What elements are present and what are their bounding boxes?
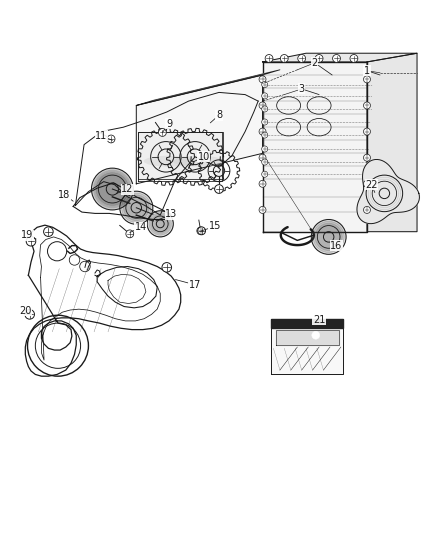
Polygon shape bbox=[262, 62, 367, 232]
Circle shape bbox=[280, 54, 288, 62]
Text: 22: 22 bbox=[365, 180, 378, 192]
Polygon shape bbox=[98, 174, 127, 204]
Circle shape bbox=[261, 146, 268, 152]
Polygon shape bbox=[262, 53, 417, 62]
Text: 9: 9 bbox=[162, 119, 172, 133]
Circle shape bbox=[364, 154, 371, 161]
Text: 19: 19 bbox=[21, 230, 36, 240]
Circle shape bbox=[197, 227, 205, 235]
Circle shape bbox=[259, 180, 266, 187]
Circle shape bbox=[261, 106, 268, 112]
Circle shape bbox=[364, 102, 371, 109]
Circle shape bbox=[162, 263, 172, 272]
Circle shape bbox=[332, 54, 340, 62]
Circle shape bbox=[107, 135, 115, 143]
Text: 20: 20 bbox=[19, 306, 32, 316]
Text: 10: 10 bbox=[193, 152, 210, 162]
Circle shape bbox=[198, 227, 205, 235]
Text: 18: 18 bbox=[58, 190, 73, 201]
Polygon shape bbox=[367, 53, 417, 232]
Polygon shape bbox=[149, 213, 171, 235]
Circle shape bbox=[350, 54, 358, 62]
Circle shape bbox=[126, 230, 134, 238]
Polygon shape bbox=[152, 215, 169, 232]
Text: 3: 3 bbox=[299, 84, 319, 94]
Circle shape bbox=[259, 102, 266, 109]
Circle shape bbox=[364, 180, 371, 187]
Circle shape bbox=[364, 206, 371, 213]
Circle shape bbox=[298, 54, 306, 62]
Text: 12: 12 bbox=[117, 184, 134, 194]
Text: 1: 1 bbox=[364, 66, 380, 76]
Ellipse shape bbox=[144, 156, 195, 167]
Polygon shape bbox=[121, 193, 151, 223]
Text: 17: 17 bbox=[176, 279, 201, 290]
Polygon shape bbox=[136, 75, 262, 184]
Polygon shape bbox=[315, 223, 343, 251]
Polygon shape bbox=[313, 221, 344, 253]
Circle shape bbox=[261, 159, 268, 165]
Polygon shape bbox=[147, 211, 173, 237]
Circle shape bbox=[259, 76, 266, 83]
Ellipse shape bbox=[173, 156, 224, 167]
Circle shape bbox=[261, 93, 268, 99]
Circle shape bbox=[261, 171, 268, 177]
Circle shape bbox=[44, 227, 53, 237]
Circle shape bbox=[265, 54, 273, 62]
Text: 11: 11 bbox=[95, 131, 113, 141]
Text: 16: 16 bbox=[330, 240, 343, 251]
Polygon shape bbox=[311, 220, 346, 254]
Polygon shape bbox=[317, 225, 341, 249]
Circle shape bbox=[259, 206, 266, 213]
Polygon shape bbox=[120, 191, 153, 224]
Circle shape bbox=[215, 184, 223, 193]
Polygon shape bbox=[125, 197, 148, 219]
Circle shape bbox=[315, 54, 323, 62]
Circle shape bbox=[26, 237, 36, 246]
Polygon shape bbox=[95, 171, 130, 207]
Polygon shape bbox=[93, 169, 132, 208]
Polygon shape bbox=[271, 319, 343, 328]
Polygon shape bbox=[271, 319, 343, 375]
Text: 14: 14 bbox=[130, 222, 147, 232]
Polygon shape bbox=[357, 159, 420, 224]
Circle shape bbox=[364, 76, 371, 83]
Polygon shape bbox=[276, 329, 339, 345]
Circle shape bbox=[312, 332, 320, 339]
Circle shape bbox=[159, 128, 166, 136]
Text: 2: 2 bbox=[311, 58, 332, 75]
Text: 15: 15 bbox=[201, 221, 221, 231]
Text: 13: 13 bbox=[156, 209, 177, 221]
Circle shape bbox=[25, 310, 35, 319]
Circle shape bbox=[261, 119, 268, 125]
Text: 8: 8 bbox=[210, 110, 222, 123]
Polygon shape bbox=[96, 173, 129, 205]
Text: 21: 21 bbox=[313, 314, 325, 325]
Polygon shape bbox=[136, 70, 280, 106]
Circle shape bbox=[364, 128, 371, 135]
Circle shape bbox=[261, 82, 268, 87]
Polygon shape bbox=[123, 195, 149, 221]
Circle shape bbox=[259, 128, 266, 135]
Polygon shape bbox=[138, 132, 223, 180]
Circle shape bbox=[261, 132, 268, 138]
Polygon shape bbox=[92, 168, 133, 210]
Circle shape bbox=[259, 154, 266, 161]
